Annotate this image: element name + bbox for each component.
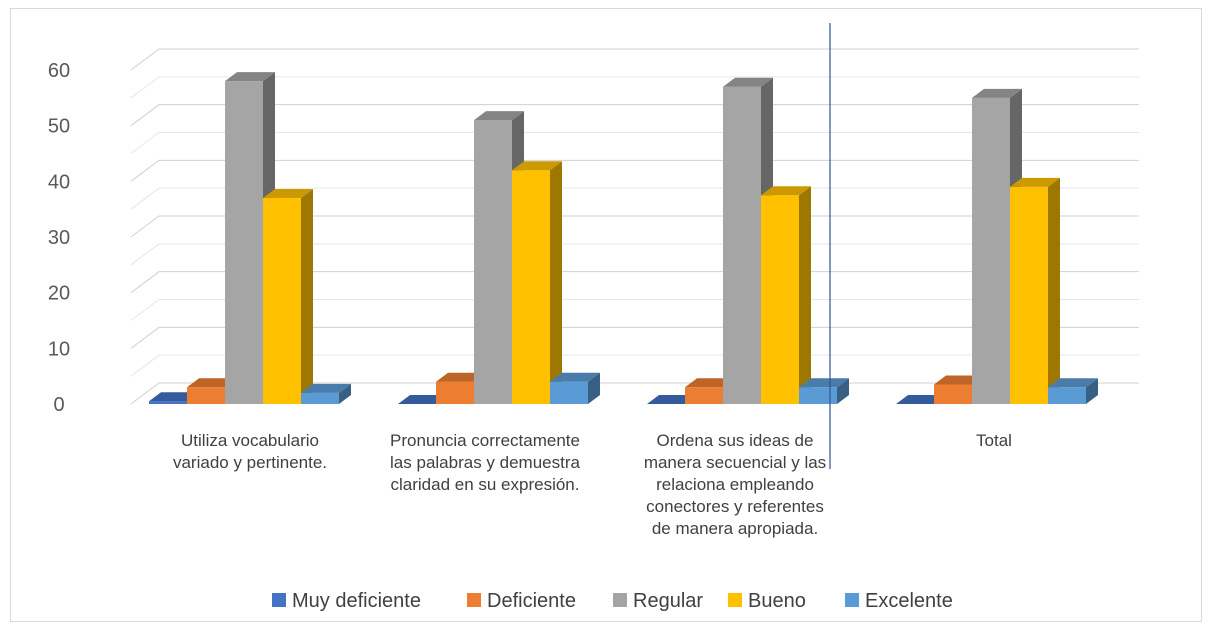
- gridline-minor: [130, 76, 1139, 99]
- legend-label: Muy deficiente: [292, 590, 421, 612]
- gridline-major: [130, 159, 1139, 182]
- legend-label: Bueno: [748, 590, 806, 612]
- legend-swatch: [467, 593, 481, 607]
- gridline-major: [130, 271, 1139, 294]
- gridline-minor: [130, 354, 1139, 377]
- bar-bueno: [512, 161, 562, 404]
- legend-item: Deficiente: [467, 590, 576, 612]
- gridlines: [130, 48, 1139, 405]
- bars: [149, 72, 1098, 405]
- bar-excelente: [799, 378, 849, 404]
- category-label: Pronuncia correctamente las palabras y de…: [390, 431, 580, 494]
- legend-swatch: [613, 593, 627, 607]
- gridline-minor: [130, 187, 1139, 210]
- y-tick-label: 30: [48, 227, 70, 249]
- gridline-minor: [130, 243, 1139, 266]
- bar-muy-deficiente: [896, 395, 946, 405]
- category-label: Total: [976, 431, 1012, 450]
- legend-swatch: [728, 593, 742, 607]
- legend-item: Regular: [613, 590, 703, 612]
- legend-label: Regular: [633, 590, 703, 612]
- bar-muy-deficiente: [398, 395, 448, 405]
- legend-swatch: [272, 593, 286, 607]
- gridline-major: [130, 48, 1139, 71]
- legend-item: Excelente: [845, 590, 953, 612]
- gridline-minor: [130, 299, 1139, 321]
- legend-swatch: [845, 593, 859, 607]
- category-label: Utiliza vocabulario variado y pertinente.: [173, 431, 327, 472]
- legend: Muy deficiente Deficiente Regular Bueno Exce…: [272, 590, 953, 612]
- legend-label: Excelente: [865, 590, 953, 612]
- gridline-major: [130, 215, 1139, 238]
- bar-bueno: [1010, 177, 1060, 404]
- y-tick-label: 60: [48, 60, 70, 82]
- y-tick-label: 20: [48, 283, 70, 305]
- bar-muy-deficiente: [647, 395, 697, 405]
- legend-item: Muy deficiente: [272, 590, 421, 612]
- bar-bueno: [761, 186, 811, 404]
- legend-label: Deficiente: [487, 590, 576, 612]
- bar-excelente: [301, 383, 351, 404]
- bar-excelente: [1048, 378, 1098, 404]
- chart-svg: 0 10 20 30 40 50 60 Utiliza vocabulario variado…: [48, 23, 1139, 612]
- bar-excelente: [550, 372, 600, 404]
- y-tick-label: 50: [48, 116, 70, 138]
- chart-frame: 0 10 20 30 40 50 60 Utiliza vocabulario variado…: [10, 8, 1202, 622]
- gridline-minor: [130, 132, 1139, 154]
- gridline-major: [130, 326, 1139, 349]
- y-tick-label: 10: [48, 338, 70, 360]
- gridline-major: [130, 104, 1139, 127]
- y-tick-label: 0: [53, 394, 64, 416]
- legend-item: Bueno: [728, 590, 806, 612]
- y-tick-label: 40: [48, 171, 70, 193]
- bar-bueno: [263, 189, 313, 404]
- category-label: Ordena sus ideas de manera secuencial y l…: [644, 431, 826, 538]
- category-labels: Utiliza vocabulario variado y pertinente.…: [173, 431, 1012, 538]
- y-axis-ticks: 0 10 20 30 40 50 60: [48, 60, 70, 416]
